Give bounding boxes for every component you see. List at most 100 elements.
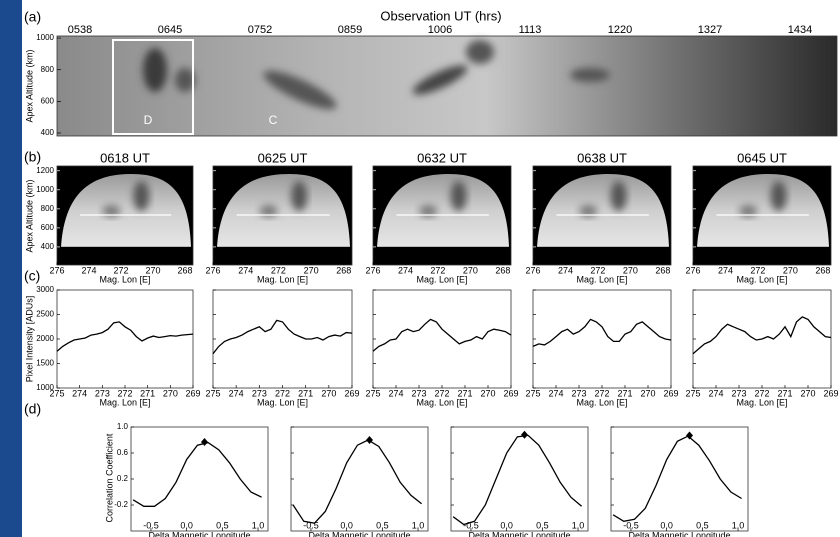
- y-tick-label: 800: [41, 65, 55, 74]
- y-tick-label: 1.0: [117, 422, 129, 431]
- y-tick-label: 2500: [36, 310, 54, 319]
- panel-title: 0625 UT: [258, 150, 308, 165]
- x-tick-label: 275: [205, 388, 220, 398]
- x-tick-label: 269: [503, 388, 518, 398]
- x-tick-label: 0859: [338, 24, 362, 36]
- y-tick-label: 600: [41, 96, 55, 105]
- depletion: [133, 181, 149, 211]
- aurora-image: [533, 166, 671, 265]
- y-axis-label: Correlation Coefficient: [104, 433, 114, 522]
- y-tick-label: 1200: [36, 166, 54, 175]
- x-tick-label: 268: [655, 265, 670, 275]
- image-mask: [213, 247, 352, 265]
- x-axis-label: Mag. Lon [E]: [99, 274, 150, 284]
- x-tick-label: 1327: [698, 24, 722, 36]
- x-tick-label: 274: [708, 388, 723, 398]
- x-axis-label: Mag. Lon [E]: [416, 274, 467, 284]
- y-tick-label: 400: [41, 242, 55, 251]
- x-tick-label: 274: [398, 265, 413, 275]
- x-tick-label: 268: [815, 265, 830, 275]
- panel-title: 0632 UT: [417, 150, 467, 165]
- aurora-image: [373, 166, 511, 265]
- x-tick-label: 0752: [248, 24, 272, 36]
- x-tick-label: 276: [525, 265, 540, 275]
- y-tick-label: 3000: [36, 285, 54, 294]
- x-tick-label: 0645: [158, 24, 182, 36]
- y-tick-label: 600: [41, 223, 55, 232]
- x-axis-label: Mag. Lon [E]: [736, 397, 787, 407]
- x-axis-label: Delta Magnetic Longitude: [308, 530, 410, 537]
- x-axis-label: Mag. Lon [E]: [99, 397, 150, 407]
- image-mask: [533, 247, 671, 265]
- x-tick-label: 274: [238, 265, 253, 275]
- x-tick-label: 274: [548, 388, 563, 398]
- x-tick-label: 1006: [428, 24, 452, 36]
- y-axis-label: Apex Altitude (km): [24, 49, 34, 122]
- x-tick-label: 270: [480, 388, 495, 398]
- image-mask: [57, 247, 193, 265]
- x-axis-label: Delta Magnetic Longitude: [148, 530, 250, 537]
- x-tick-label: 274: [81, 265, 96, 275]
- image-mask: [693, 247, 831, 265]
- x-tick-label: 269: [823, 388, 838, 398]
- panel-label: (a): [24, 9, 41, 25]
- y-axis-label: Apex Altitude (km): [24, 179, 34, 252]
- box-label: D: [144, 113, 153, 127]
- x-tick-label: 270: [163, 388, 178, 398]
- box-label: C: [269, 113, 278, 127]
- x-tick-label: 275: [49, 388, 64, 398]
- x-axis-label: Mag. Lon [E]: [416, 397, 467, 407]
- x-tick-label: 270: [800, 388, 815, 398]
- x-tick-label: 274: [718, 265, 733, 275]
- x-tick-label: 269: [344, 388, 359, 398]
- x-axis-label: Mag. Lon [E]: [257, 274, 308, 284]
- x-tick-label: 268: [336, 265, 351, 275]
- x-tick-label: 275: [685, 388, 700, 398]
- panel-title: 0638 UT: [577, 150, 627, 165]
- x-tick-label: 275: [525, 388, 540, 398]
- x-tick-label: 276: [365, 265, 380, 275]
- x-axis-label: Delta Magnetic Longitude: [628, 530, 730, 537]
- x-tick-label: 275: [365, 388, 380, 398]
- x-tick-label: 1220: [608, 24, 632, 36]
- x-tick-label: 0538: [68, 24, 92, 36]
- panel-title: 0618 UT: [100, 150, 150, 165]
- x-tick-label: 274: [388, 388, 403, 398]
- y-tick-label: 0.2: [117, 474, 129, 483]
- depletion: [451, 181, 467, 211]
- aurora-image: [693, 166, 831, 265]
- x-axis-label: Mag. Lon [E]: [576, 274, 627, 284]
- panel-label: (c): [24, 268, 40, 284]
- y-tick-label: 400: [41, 128, 55, 137]
- x-axis-label: Delta Magnetic Longitude: [468, 530, 570, 537]
- panel-label: (b): [24, 149, 41, 165]
- depletion: [771, 181, 787, 211]
- y-tick-label: 1000: [36, 33, 54, 42]
- depletion: [611, 181, 627, 211]
- x-tick-label: 270: [640, 388, 655, 398]
- x-axis-label: Mag. Lon [E]: [576, 397, 627, 407]
- y-tick-label: 2000: [36, 334, 54, 343]
- panel-title: 0645 UT: [737, 150, 787, 165]
- aurora-image: [213, 166, 352, 265]
- x-tick-label: 268: [177, 265, 192, 275]
- panel-title: Observation UT (hrs): [380, 8, 501, 23]
- figure: (a) Observation UT (hrs) D C Apex Altitu…: [0, 0, 840, 537]
- x-tick-label: 274: [72, 388, 87, 398]
- x-tick-label: 268: [495, 265, 510, 275]
- y-tick-label: 0.6: [117, 448, 129, 457]
- image-mask: [373, 247, 511, 265]
- panel-label: (d): [24, 401, 41, 417]
- x-axis-label: Mag. Lon [E]: [257, 397, 308, 407]
- x-tick-label: 1434: [788, 24, 812, 36]
- y-tick-label: -0.2: [114, 500, 128, 509]
- x-tick-label: 270: [321, 388, 336, 398]
- y-tick-label: 1000: [36, 185, 54, 194]
- x-tick-label: 276: [49, 265, 64, 275]
- depletion: [291, 181, 307, 211]
- y-axis-label: Pixel Intensity [ADUs]: [24, 296, 34, 383]
- y-tick-label: 1500: [36, 359, 54, 368]
- x-axis-label: Mag. Lon [E]: [736, 274, 787, 284]
- x-tick-label: 269: [663, 388, 678, 398]
- x-tick-label: 269: [185, 388, 200, 398]
